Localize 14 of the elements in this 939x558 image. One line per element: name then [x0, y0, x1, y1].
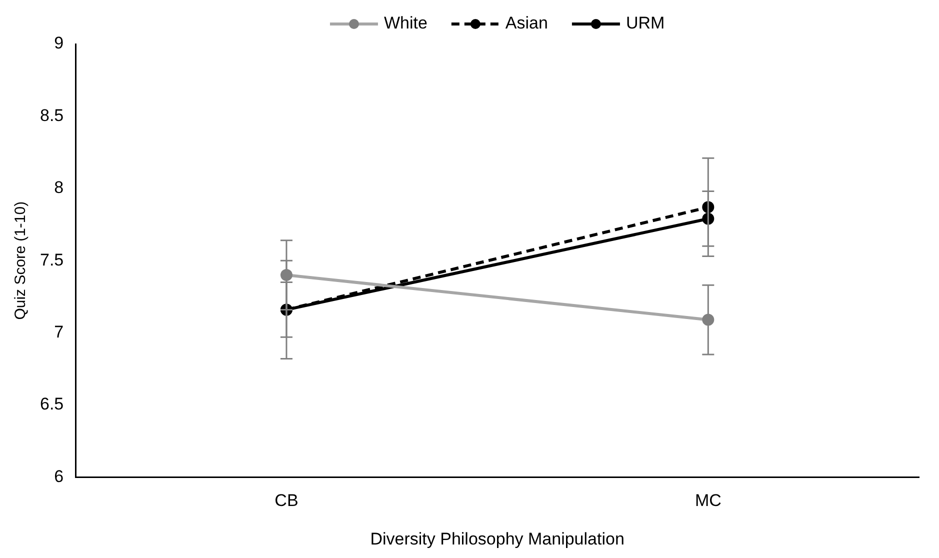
legend-label: Asian [505, 14, 548, 33]
y-tick-label: 7.5 [40, 250, 64, 270]
y-tick-label: 8.5 [40, 106, 64, 125]
legend-label: URM [626, 14, 665, 33]
x-tick-label: MC [694, 491, 722, 510]
x-axis-title: Diversity Philosophy Manipulation [370, 529, 624, 548]
y-tick-label: 8 [54, 178, 64, 198]
y-tick-label: 6.5 [40, 394, 64, 414]
y-tick-label: 6 [54, 466, 64, 486]
y-tick-label: 9 [54, 34, 64, 53]
y-axis-title: Quiz Score (1-10) [12, 201, 30, 320]
legend-label: White [384, 14, 428, 33]
y-tick-label: 7 [54, 322, 64, 342]
x-tick-label: CB [274, 491, 298, 510]
